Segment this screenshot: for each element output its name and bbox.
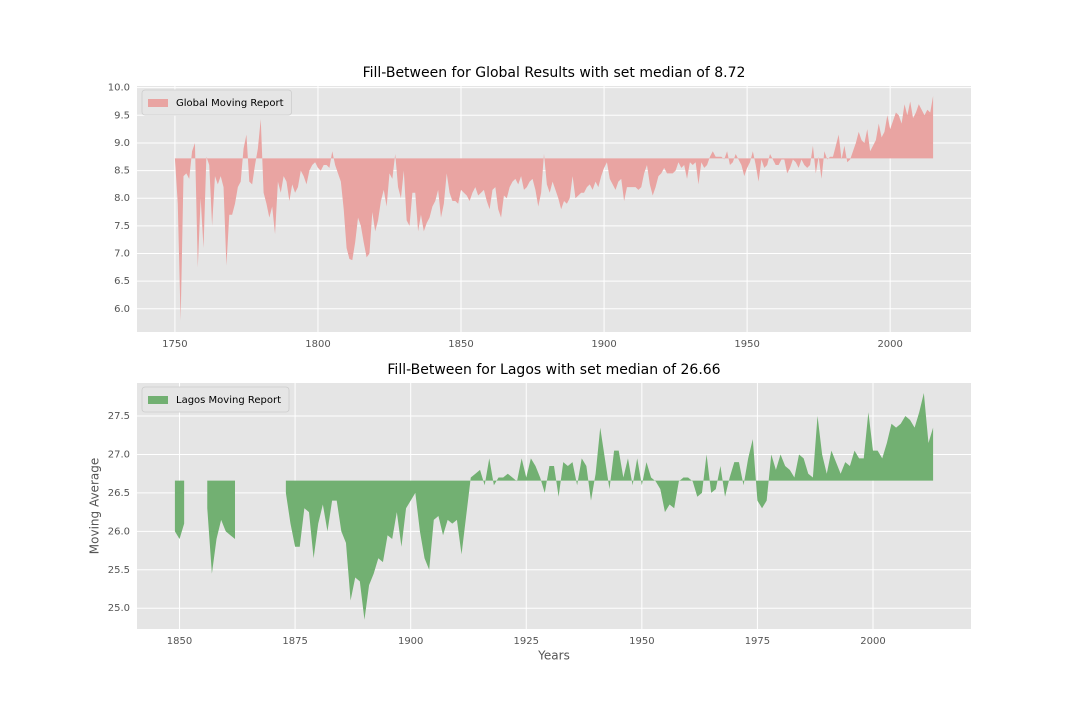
legend-swatch <box>148 99 168 107</box>
legend-frame <box>141 89 292 116</box>
legend-frame <box>141 386 290 413</box>
x-tick-label: 1900 <box>591 339 616 350</box>
y-tick-label: 8.0 <box>114 193 130 204</box>
legend: Lagos Moving Report <box>141 386 290 413</box>
legend-label: Lagos Moving Report <box>176 395 281 406</box>
y-tick-label: 7.0 <box>114 249 130 260</box>
fill-area <box>174 392 934 620</box>
y-tick-label: 27.5 <box>108 411 130 422</box>
legend: Global Moving Report <box>141 89 292 116</box>
y-tick-label: 26.5 <box>108 488 130 499</box>
x-tick-label: 1950 <box>629 636 654 647</box>
chart-title: Fill-Between for Global Results with set… <box>363 65 746 81</box>
y-tick-label: 10.0 <box>108 83 130 94</box>
x-tick-label: 1800 <box>305 339 330 350</box>
y-tick-label: 25.5 <box>108 565 130 576</box>
y-tick-label: 7.5 <box>114 221 130 232</box>
x-tick-label: 1850 <box>448 339 473 350</box>
x-tick-label: 2000 <box>877 339 902 350</box>
x-tick-label: 1950 <box>734 339 759 350</box>
x-tick-label: 1850 <box>167 636 192 647</box>
x-axis-label: Years <box>537 649 570 663</box>
y-tick-label: 9.0 <box>114 138 130 149</box>
x-tick-label: 2000 <box>860 636 885 647</box>
x-tick-label: 1975 <box>745 636 770 647</box>
y-tick-label: 25.0 <box>108 603 130 614</box>
chart-title: Fill-Between for Lagos with set median o… <box>387 362 720 378</box>
y-tick-label: 6.0 <box>114 304 130 315</box>
y-tick-label: 8.5 <box>114 166 130 177</box>
x-tick-label: 1900 <box>398 636 423 647</box>
x-tick-label: 1875 <box>282 636 307 647</box>
plot-background <box>137 383 971 629</box>
y-tick-label: 6.5 <box>114 276 130 287</box>
y-axis-label: Moving Average <box>88 458 102 554</box>
x-tick-label: 1750 <box>162 339 187 350</box>
y-tick-label: 9.5 <box>114 110 130 121</box>
plot-background <box>137 86 971 332</box>
y-tick-label: 26.0 <box>108 526 130 537</box>
y-tick-label: 27.0 <box>108 449 130 460</box>
legend-swatch <box>148 396 168 404</box>
legend-label: Global Moving Report <box>176 98 284 109</box>
x-tick-label: 1925 <box>514 636 539 647</box>
